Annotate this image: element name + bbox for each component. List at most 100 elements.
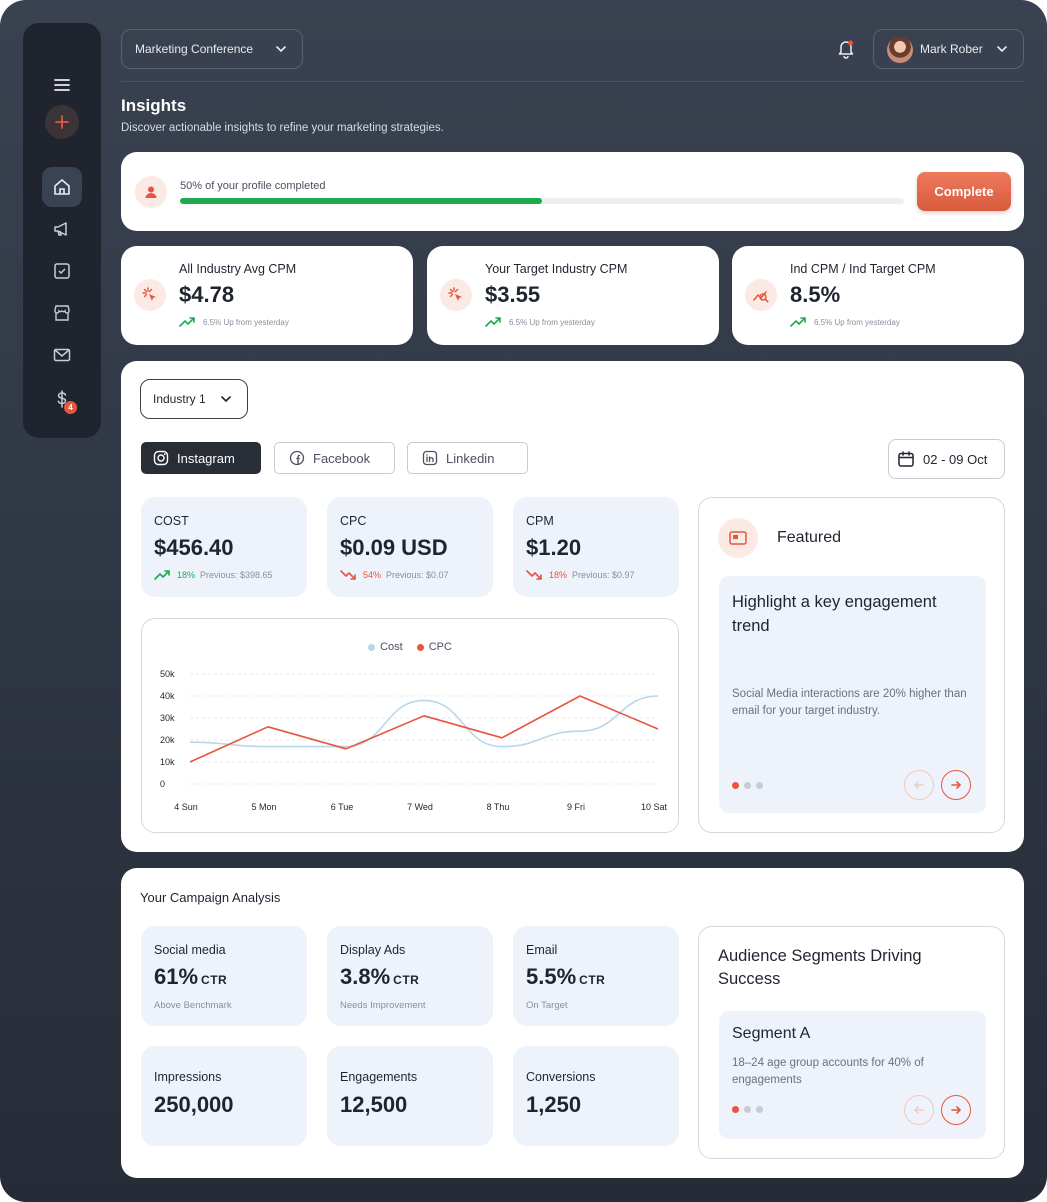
carousel-prev-button[interactable] <box>904 770 934 800</box>
arrow-left-icon <box>913 1106 924 1114</box>
series-line-cost[interactable] <box>189 695 659 748</box>
legend-item-cpc[interactable]: CPC <box>416 641 452 653</box>
user-menu[interactable]: Mark Rober <box>873 29 1024 69</box>
ctr-unit: CTR <box>579 973 606 987</box>
home-icon[interactable] <box>42 167 82 207</box>
kpi-label: Your Target Industry CPM <box>485 262 628 276</box>
megaphone-icon[interactable] <box>42 209 82 249</box>
plus-icon[interactable] <box>45 105 79 139</box>
kpi-label: All Industry Avg CPM <box>179 262 297 276</box>
trend-up-icon <box>485 317 501 327</box>
kpi-card-ratio: Ind CPM / Ind Target CPM 8.5% 6.5% Up fr… <box>732 246 1024 345</box>
y-tick-label: 40k <box>160 691 175 701</box>
tab-label: Instagram <box>177 450 235 466</box>
carousel-next-button[interactable] <box>941 1095 971 1125</box>
project-dropdown[interactable]: Marketing Conference <box>121 29 303 69</box>
date-range-picker[interactable]: 02 - 09 Oct <box>888 439 1005 479</box>
ctr-card-display: Display Ads 3.8% CTR Needs Improvement <box>327 926 493 1026</box>
tab-linkedin[interactable]: Linkedin <box>407 442 528 474</box>
kpi-trend: 6.5% Up from yesterday <box>485 316 595 328</box>
menu-icon[interactable] <box>42 65 82 105</box>
mail-icon[interactable] <box>42 335 82 375</box>
ctr-value-row: 5.5% CTR <box>526 964 605 990</box>
trend-up-icon <box>154 570 170 580</box>
total-value: 1,250 <box>526 1092 582 1117</box>
audience-segments-card: Audience Segments Driving Success Segmen… <box>698 926 1005 1159</box>
total-card-impressions: Impressions 250,000 <box>141 1046 307 1146</box>
metric-percent: 18% <box>177 570 196 580</box>
metric-label: COST <box>154 514 189 528</box>
ctr-note: Above Benchmark <box>154 1000 232 1011</box>
kpi-value: $4.78 <box>179 282 235 307</box>
legend-label: CPC <box>428 641 452 653</box>
linkedin-icon <box>422 450 438 466</box>
carousel-dots <box>732 1106 763 1113</box>
metric-trend: 18% Previous: $398.65 <box>154 569 273 581</box>
metric-value: $1.20 <box>526 535 582 560</box>
facebook-icon <box>289 450 305 466</box>
tab-instagram[interactable]: Instagram <box>141 442 261 474</box>
industry-dropdown[interactable]: Industry 1 <box>140 379 248 419</box>
complete-button[interactable]: Complete <box>917 172 1011 211</box>
carousel-dot[interactable] <box>756 782 763 789</box>
carousel-dot[interactable] <box>756 1106 763 1113</box>
segment-content: Segment A 18–24 age group accounts for 4… <box>719 1011 986 1139</box>
total-label: Impressions <box>154 1070 222 1084</box>
metric-label: CPC <box>340 514 367 528</box>
ctr-value: 5.5% <box>526 964 577 989</box>
y-tick-label: 30k <box>160 713 175 723</box>
total-card-engagements: Engagements 12,500 <box>327 1046 493 1146</box>
ctr-unit: CTR <box>393 973 420 987</box>
legend-item-cost[interactable]: Cost <box>368 641 403 653</box>
x-tick-label: 10 Sat <box>641 802 668 812</box>
campaign-analysis-card: Your Campaign Analysis Social media 61% C… <box>121 868 1024 1178</box>
ctr-card-social: Social media 61% CTR Above Benchmark <box>141 926 307 1026</box>
carousel-dot[interactable] <box>744 1106 751 1113</box>
metric-previous: Previous: $0.97 <box>572 570 635 580</box>
analytics-card: Industry 1 Instagram Facebook Linkedin 0… <box>121 361 1024 852</box>
carousel-dot[interactable] <box>732 1106 739 1113</box>
kpi-trend: 6.5% Up from yesterday <box>179 316 289 328</box>
x-tick-label: 5 Mon <box>251 802 276 812</box>
chevron-down-icon <box>276 46 286 53</box>
arrow-right-icon <box>951 781 962 789</box>
tab-facebook[interactable]: Facebook <box>274 442 395 474</box>
featured-card: Featured Highlight a key engagement tren… <box>698 497 1005 833</box>
profile-progress-text: 50% of your profile completed <box>180 180 326 192</box>
metric-card-cpc: CPC $0.09 USD 54% Previous: $0.07 <box>327 497 493 597</box>
y-tick-label: 50k <box>160 669 175 679</box>
profile-progress-bar <box>180 198 904 204</box>
calendar-icon <box>898 451 914 467</box>
carousel-dot[interactable] <box>744 782 751 789</box>
ctr-unit: CTR <box>201 973 228 987</box>
dollar-icon[interactable]: 4 <box>42 379 82 419</box>
store-icon[interactable] <box>42 293 82 333</box>
page-title: Insights <box>121 96 187 115</box>
carousel-prev-button[interactable] <box>904 1095 934 1125</box>
bell-icon[interactable] <box>835 37 857 59</box>
metric-card-cpm: CPM $1.20 18% Previous: $0.97 <box>513 497 679 597</box>
metric-previous: Previous: $398.65 <box>200 570 273 580</box>
chart-legend: Cost CPC <box>142 641 678 653</box>
trend-up-icon <box>790 317 806 327</box>
metric-label: CPM <box>526 514 554 528</box>
segment-name: Segment A <box>732 1025 811 1042</box>
user-icon <box>135 176 167 208</box>
kpi-card-target-industry: Your Target Industry CPM $3.55 6.5% Up f… <box>427 246 719 345</box>
metric-trend: 54% Previous: $0.07 <box>340 569 449 581</box>
featured-title: Featured <box>777 529 842 546</box>
y-tick-label: 10k <box>160 757 175 767</box>
checklist-icon[interactable] <box>42 251 82 291</box>
kpi-trend-text: 6.5% Up from yesterday <box>814 317 900 327</box>
tab-label: Facebook <box>313 450 371 466</box>
arrow-right-icon <box>951 1106 962 1114</box>
arrow-left-icon <box>913 781 924 789</box>
series-line-cpc[interactable] <box>189 695 659 763</box>
ctr-value: 3.8% <box>340 964 391 989</box>
carousel-next-button[interactable] <box>941 770 971 800</box>
total-value: 12,500 <box>340 1092 408 1117</box>
carousel-dot[interactable] <box>732 782 739 789</box>
tab-label: Linkedin <box>446 450 495 466</box>
date-range-label: 02 - 09 Oct <box>923 451 988 467</box>
x-tick-label: 6 Tue <box>331 802 354 812</box>
